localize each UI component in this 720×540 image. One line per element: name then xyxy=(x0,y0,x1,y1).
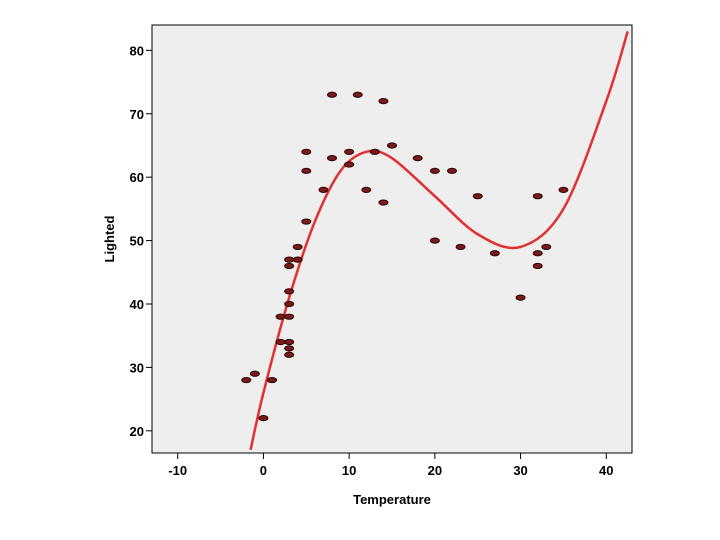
data-point xyxy=(378,199,389,206)
data-point xyxy=(378,97,389,105)
y-tick-label: 40 xyxy=(130,297,144,312)
data-point xyxy=(412,155,423,162)
x-tick-label: -10 xyxy=(168,463,187,478)
y-tick-label: 60 xyxy=(130,170,144,185)
data-point xyxy=(558,186,569,193)
plot-area xyxy=(151,24,633,454)
data-point xyxy=(301,167,312,174)
x-tick-label: 10 xyxy=(342,463,356,478)
data-point xyxy=(275,338,286,346)
x-axis-title: Temperature xyxy=(353,492,431,507)
data-point xyxy=(327,91,337,98)
y-tick-label: 50 xyxy=(130,234,144,249)
y-tick-label: 20 xyxy=(130,424,144,439)
data-point xyxy=(292,256,303,263)
data-point xyxy=(301,148,312,155)
y-axis-title: Lighted xyxy=(102,215,117,262)
x-tick-label: 20 xyxy=(428,463,442,478)
data-point xyxy=(532,250,543,257)
data-point xyxy=(284,288,295,295)
data-point xyxy=(532,193,543,200)
data-point xyxy=(284,256,295,263)
data-point xyxy=(344,161,355,168)
y-tick-label: 30 xyxy=(130,360,144,375)
data-point xyxy=(284,345,295,352)
x-tick-label: 30 xyxy=(513,463,527,478)
data-point xyxy=(352,91,363,98)
data-point xyxy=(455,243,466,251)
data-point xyxy=(284,313,295,320)
data-point xyxy=(515,294,526,301)
data-point xyxy=(369,148,380,155)
data-point xyxy=(292,243,303,251)
x-tick-label: 0 xyxy=(260,463,267,478)
data-point xyxy=(241,376,252,384)
data-point xyxy=(541,243,552,251)
data-point xyxy=(284,300,295,308)
data-point xyxy=(267,376,277,384)
data-point xyxy=(275,313,286,320)
data-point xyxy=(301,218,312,225)
fit-curve xyxy=(249,30,629,451)
y-tick-label: 70 xyxy=(130,107,144,122)
data-point xyxy=(249,370,260,377)
data-point xyxy=(489,250,500,257)
data-point xyxy=(258,415,269,422)
data-point xyxy=(284,262,295,270)
data-point xyxy=(532,262,543,270)
data-point xyxy=(284,351,295,358)
data-point xyxy=(318,186,329,193)
data-point xyxy=(327,155,337,162)
data-point xyxy=(447,167,457,174)
y-tick-label: 80 xyxy=(130,43,144,58)
data-point xyxy=(344,148,355,155)
data-point xyxy=(472,193,483,200)
data-point xyxy=(429,167,440,174)
x-tick-label: 40 xyxy=(599,463,613,478)
data-point xyxy=(429,237,440,244)
data-point xyxy=(387,142,397,149)
data-point xyxy=(361,186,372,193)
data-point xyxy=(284,338,295,346)
